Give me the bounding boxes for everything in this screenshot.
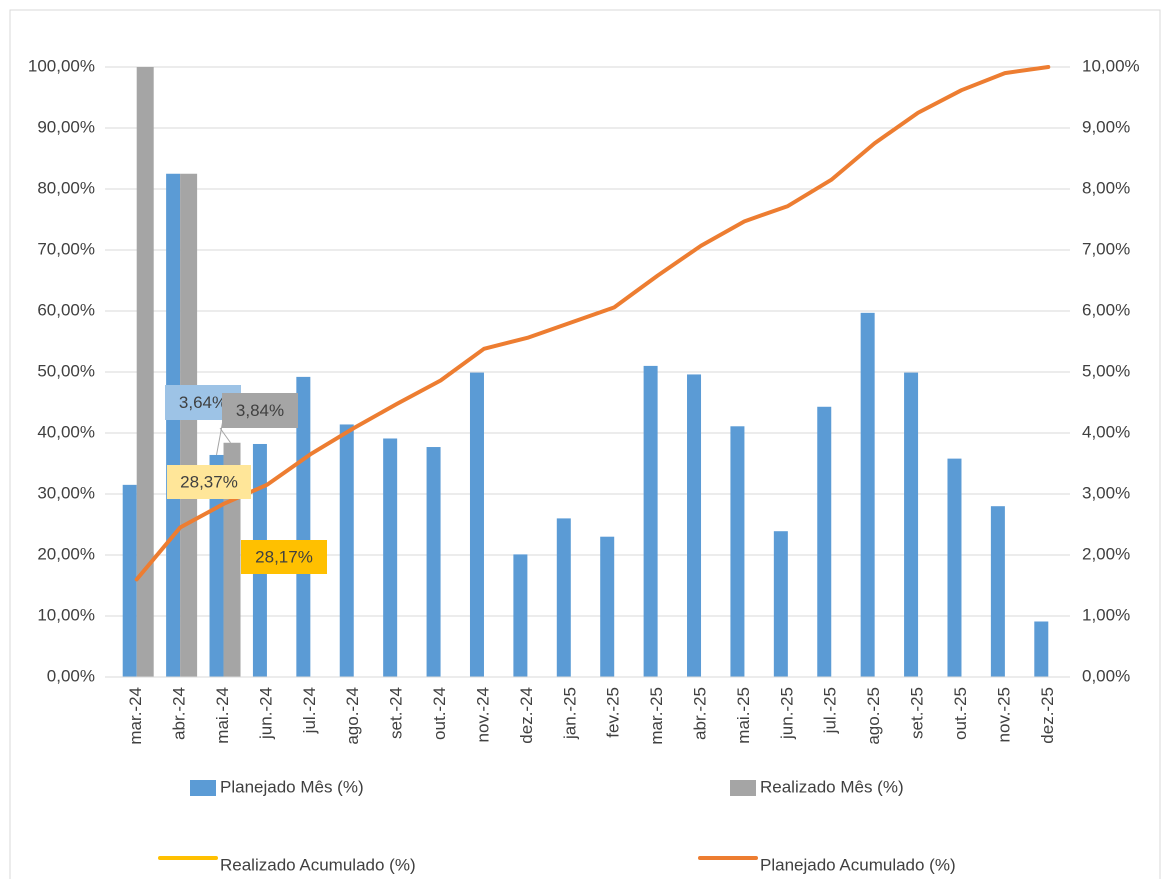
bar — [556, 518, 571, 677]
y-tick-label: 90,00% — [37, 117, 95, 136]
data-label-box — [167, 465, 251, 499]
x-tick-label: abr.-25 — [691, 687, 710, 740]
y-tick-label: 50,00% — [37, 361, 95, 380]
y-tick-label: 10,00% — [37, 605, 95, 624]
legend-label: Planejado Acumulado (%) — [760, 855, 956, 874]
bar — [136, 67, 154, 677]
y2-tick-label: 10,00% — [1082, 56, 1140, 75]
y-tick-label: 40,00% — [37, 422, 95, 441]
x-tick-label: nov.-25 — [994, 687, 1013, 742]
legend-swatch — [730, 780, 756, 796]
bar — [426, 447, 441, 677]
y2-tick-label: 8,00% — [1082, 178, 1130, 197]
x-tick-label: jul.-24 — [300, 687, 319, 734]
bar — [990, 506, 1005, 677]
y2-tick-label: 0,00% — [1082, 666, 1130, 685]
bar — [122, 484, 137, 677]
data-label: 3,84% — [236, 401, 284, 420]
x-tick-label: mai.-24 — [213, 687, 232, 744]
y2-tick-label: 3,00% — [1082, 483, 1130, 502]
x-tick-label: fev.-25 — [604, 687, 623, 738]
data-label: 3,64% — [179, 393, 227, 412]
y-tick-label: 60,00% — [37, 300, 95, 319]
y2-tick-label: 9,00% — [1082, 117, 1130, 136]
x-tick-label: out.-25 — [951, 687, 970, 740]
line — [134, 65, 1051, 582]
bar — [180, 173, 198, 677]
x-tick-label: dez.-25 — [1038, 687, 1057, 744]
bar — [947, 458, 962, 677]
legend-label: Planejado Mês (%) — [220, 777, 364, 796]
y2-tick-label: 4,00% — [1082, 422, 1130, 441]
bar — [860, 312, 875, 677]
y-tick-label: 0,00% — [47, 666, 95, 685]
legend-label: Realizado Mês (%) — [760, 777, 904, 796]
x-tick-label: dez.-24 — [517, 687, 536, 744]
y-tick-label: 80,00% — [37, 178, 95, 197]
bar — [643, 365, 658, 677]
x-tick-label: jul.-25 — [821, 687, 840, 734]
y-tick-label: 100,00% — [28, 56, 95, 75]
legend-swatch — [190, 780, 216, 796]
bar — [730, 426, 745, 677]
leader-line — [219, 427, 231, 444]
y2-tick-label: 1,00% — [1082, 605, 1130, 624]
bar — [1034, 621, 1049, 677]
bar — [339, 424, 354, 677]
y2-tick-label: 6,00% — [1082, 300, 1130, 319]
x-tick-label: jan.-25 — [560, 687, 579, 740]
bar — [296, 376, 311, 677]
x-tick-label: jun.-24 — [256, 687, 275, 740]
data-label-box — [241, 540, 327, 574]
bar — [687, 374, 702, 677]
x-tick-label: nov.-24 — [473, 687, 492, 742]
data-label-box — [222, 393, 298, 428]
bar — [600, 536, 615, 677]
x-tick-label: set.-24 — [387, 687, 406, 739]
bar — [817, 406, 832, 677]
x-tick-label: abr.-24 — [170, 687, 189, 740]
bar — [904, 372, 919, 677]
bar — [166, 173, 181, 677]
y-tick-label: 30,00% — [37, 483, 95, 502]
y2-tick-label: 2,00% — [1082, 544, 1130, 563]
x-tick-label: ago.-25 — [864, 687, 883, 745]
x-tick-label: mai.-25 — [734, 687, 753, 744]
bar — [513, 554, 528, 677]
x-tick-label: mar.-24 — [126, 687, 145, 745]
y2-tick-label: 5,00% — [1082, 361, 1130, 380]
x-tick-label: jun.-25 — [777, 687, 796, 740]
data-label: 28,37% — [180, 472, 238, 491]
x-tick-label: set.-25 — [908, 687, 927, 739]
y-tick-label: 20,00% — [37, 544, 95, 563]
chart-frame — [9, 9, 1161, 879]
x-tick-label: ago.-24 — [343, 687, 362, 745]
y2-tick-label: 7,00% — [1082, 239, 1130, 258]
x-tick-label: out.-24 — [430, 687, 449, 740]
legend-label: Realizado Acumulado (%) — [220, 855, 416, 874]
y-tick-label: 70,00% — [37, 239, 95, 258]
data-label: 28,17% — [255, 547, 313, 566]
x-tick-label: mar.-25 — [647, 687, 666, 745]
leader-line — [216, 419, 224, 456]
bar — [773, 531, 788, 677]
bar — [383, 438, 398, 677]
bar — [469, 372, 484, 677]
